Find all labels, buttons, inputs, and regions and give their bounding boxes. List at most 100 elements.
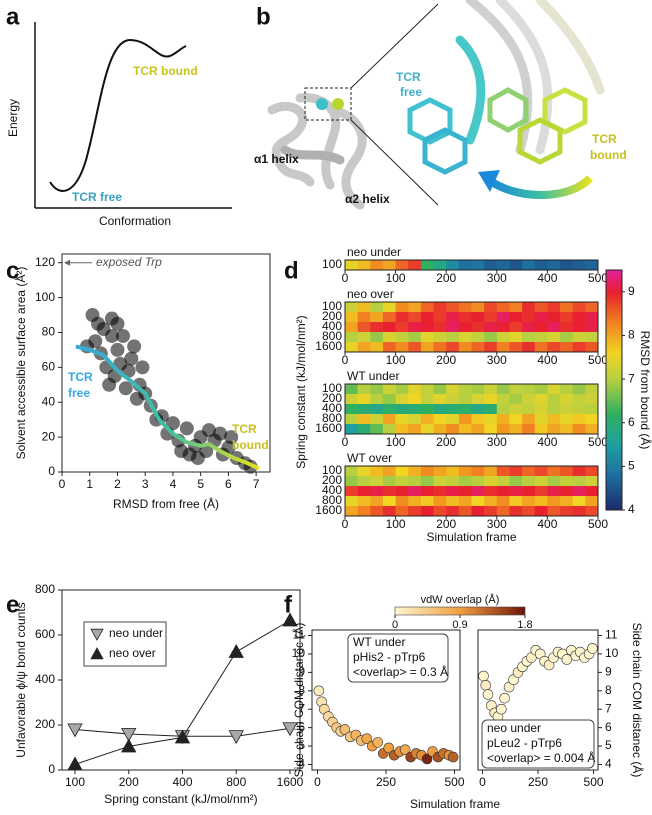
heat-cell: [522, 312, 536, 323]
heat-cell: [408, 414, 422, 425]
heat-cell: [585, 414, 599, 425]
x-tick-label: 5: [197, 477, 204, 491]
y-tick-label: 20: [42, 429, 56, 443]
heat-cell: [572, 260, 586, 271]
line: [75, 344, 260, 471]
y-tick-label: 8: [605, 683, 612, 697]
y-tick-label: 40: [42, 394, 56, 408]
heat-cell: [522, 496, 536, 507]
axis-label: Conformation: [99, 214, 171, 228]
row-label: 200: [322, 309, 342, 323]
heat-cell: [484, 414, 498, 425]
colorbar: [394, 606, 526, 616]
heat-cell: [458, 384, 472, 395]
heat-cell: [534, 302, 548, 313]
label: bound: [232, 438, 269, 452]
residue: [332, 98, 344, 110]
heat-cell: [547, 506, 561, 517]
heat-cell: [345, 496, 358, 507]
heat-cell: [345, 414, 358, 425]
point: [482, 689, 494, 700]
heat-cell: [395, 404, 409, 415]
colorbar-tick-label: 6: [628, 415, 635, 429]
heat-cell: [446, 486, 460, 497]
heat-cell: [560, 332, 573, 343]
heat-cell: [471, 414, 485, 425]
heat-cell: [522, 414, 536, 425]
heat-cell: [547, 322, 561, 333]
heat-cell: [534, 384, 548, 395]
label: TCR: [396, 70, 421, 84]
colorbar-tick-label: 8: [628, 328, 635, 342]
heat-cell: [370, 404, 384, 415]
heat-cell: [408, 312, 422, 323]
heat-cell: [395, 466, 409, 477]
y-tick-label: 600: [35, 627, 55, 641]
heat-cell: [395, 302, 409, 313]
marker: [67, 756, 83, 771]
y-tick-label: 200: [35, 717, 55, 731]
heat-cell: [408, 260, 422, 271]
heat-cell: [509, 302, 523, 313]
heat-cell: [496, 322, 510, 333]
heat-cell: [484, 384, 498, 395]
x-tick-label: 100: [386, 353, 406, 367]
point: [478, 670, 489, 682]
heat-cell: [420, 312, 434, 323]
box-text: WT under: [353, 635, 405, 649]
heat-cell: [522, 476, 536, 487]
heat-cell: [522, 332, 536, 343]
y-tick-label: 10: [292, 646, 306, 660]
heat-cell: [357, 332, 371, 343]
y-tick-label: 80: [42, 325, 56, 339]
x-tick-label: 300: [487, 271, 507, 285]
heat-cell: [560, 384, 573, 395]
frame: [61, 253, 271, 473]
heat-cell: [345, 312, 358, 323]
x-tick-label: 1: [86, 477, 93, 491]
heat-cell: [458, 312, 472, 323]
point: [224, 430, 239, 445]
heat-cell: [509, 414, 523, 425]
heat-cell: [572, 404, 586, 415]
y-tick-label: 4: [605, 757, 612, 771]
y-tick-label: 400: [35, 672, 55, 686]
frame: [344, 383, 599, 435]
heat-cell: [572, 486, 586, 497]
x-tick-label: 0: [314, 775, 321, 789]
box-text: <overlap> = 0.3 Å: [353, 664, 448, 679]
heat-cell: [484, 342, 498, 353]
legend-marker: [90, 628, 104, 641]
point: [116, 328, 131, 343]
legend-label: neo under: [109, 626, 163, 640]
label: TCR bound: [133, 64, 198, 78]
heat-cell: [471, 342, 485, 353]
heat-cell: [433, 424, 447, 435]
x-tick-label: 100: [65, 775, 85, 789]
heat-cell: [382, 424, 396, 435]
x-tick-label: 6: [225, 477, 232, 491]
heat-cell: [408, 486, 422, 497]
row-label: 100: [322, 381, 342, 395]
marker: [121, 728, 137, 742]
x-tick-label: 100: [386, 517, 406, 531]
y-tick-label: 60: [42, 360, 56, 374]
heat-cell: [522, 322, 536, 333]
heat-cell: [420, 496, 434, 507]
heat-cell: [522, 384, 536, 395]
axis-label: Side chain COM distanec (Å): [291, 623, 306, 778]
colorbar-tick-label: 0.9: [452, 619, 467, 631]
heat-cell: [382, 394, 396, 405]
x-tick-label: 500: [588, 271, 608, 285]
heat-cell: [420, 260, 434, 271]
heat-cell: [585, 506, 599, 517]
heat-cell: [370, 394, 384, 405]
x-tick-label: 500: [584, 775, 604, 789]
heat-cell: [522, 466, 536, 477]
heat-cell: [446, 342, 460, 353]
heat-cell: [471, 496, 485, 507]
heat-cell: [382, 496, 396, 507]
heat-cell: [560, 404, 573, 415]
heat-cell: [458, 414, 472, 425]
heat-cell: [534, 260, 548, 271]
